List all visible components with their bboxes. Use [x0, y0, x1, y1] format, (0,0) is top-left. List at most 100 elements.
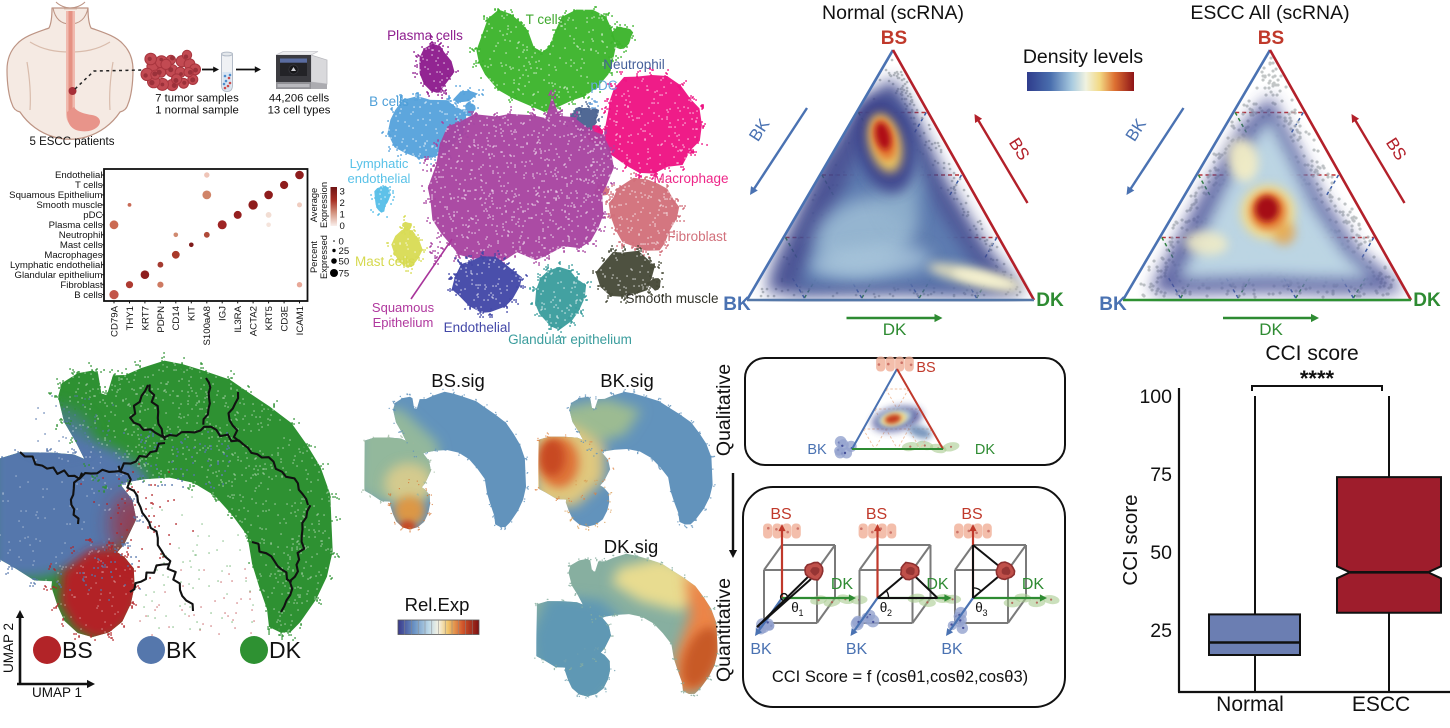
svg-text:DK: DK — [1022, 576, 1045, 593]
svg-text:θ: θ — [791, 600, 799, 615]
svg-text:DK: DK — [926, 576, 949, 593]
svg-text:Expression: Expression — [319, 182, 329, 228]
svg-text:Normal (scRNA): Normal (scRNA) — [822, 2, 964, 24]
svg-text:BK: BK — [1099, 294, 1127, 315]
svg-text:DK: DK — [1036, 290, 1064, 311]
svg-text:pDC: pDC — [590, 78, 617, 93]
svg-text:θ: θ — [975, 600, 983, 615]
svg-text:CD3E: CD3E — [280, 306, 291, 332]
svg-text:Endothelial: Endothelial — [55, 170, 102, 181]
svg-text:****: **** — [1300, 366, 1335, 391]
svg-text:DK: DK — [831, 576, 854, 593]
svg-text:Neutrophil: Neutrophil — [59, 230, 103, 241]
svg-text:Epithelium: Epithelium — [373, 315, 434, 330]
svg-text:BS: BS — [916, 360, 935, 376]
svg-text:endothelial: endothelial — [348, 171, 411, 186]
svg-text:CD14: CD14 — [171, 305, 182, 330]
svg-text:Squamous: Squamous — [372, 300, 435, 315]
svg-text:Quantitative: Quantitative — [713, 578, 735, 682]
svg-text:BS.sig: BS.sig — [431, 370, 484, 391]
svg-text:θ: θ — [880, 600, 888, 615]
svg-text:Rel.Exp: Rel.Exp — [405, 594, 470, 615]
svg-text:BK: BK — [750, 641, 772, 658]
svg-text:Expressed: Expressed — [319, 235, 329, 279]
svg-text:BS: BS — [62, 637, 93, 663]
svg-text:5 ESCC patients: 5 ESCC patients — [29, 136, 114, 148]
svg-text:1: 1 — [798, 608, 803, 618]
svg-text:Fibroblast: Fibroblast — [60, 280, 102, 291]
svg-text:Lymphatic: Lymphatic — [350, 156, 409, 171]
svg-text:DK: DK — [1259, 320, 1283, 339]
svg-text:BS: BS — [881, 28, 907, 49]
svg-text:0: 0 — [339, 236, 344, 247]
svg-text:Endothelial: Endothelial — [444, 320, 511, 335]
svg-text:Plasma cells: Plasma cells — [387, 28, 463, 43]
svg-text:BS: BS — [770, 506, 791, 523]
svg-text:BK: BK — [723, 294, 751, 315]
svg-text:DK: DK — [883, 320, 907, 339]
svg-text:Average: Average — [309, 188, 319, 222]
svg-text:Glandular epithelium: Glandular epithelium — [508, 332, 632, 347]
svg-text:Lymphatic endothelial: Lymphatic endothelial — [10, 260, 102, 271]
svg-text:BS: BS — [961, 506, 982, 523]
svg-text:Mast cells: Mast cells — [355, 254, 415, 269]
svg-text:KIT: KIT — [187, 306, 198, 321]
svg-text:Squamous Epithelium: Squamous Epithelium — [9, 190, 102, 201]
svg-text:Qualitative: Qualitative — [713, 364, 735, 456]
svg-text:2: 2 — [340, 198, 345, 209]
svg-text:KRT5: KRT5 — [264, 306, 275, 330]
svg-text:75: 75 — [1150, 464, 1172, 486]
svg-text:pDC: pDC — [83, 210, 102, 221]
svg-text:T cells: T cells — [75, 180, 103, 191]
svg-text:KRT7: KRT7 — [140, 306, 151, 330]
svg-text:DK: DK — [975, 442, 995, 458]
svg-text:T cells: T cells — [526, 12, 565, 27]
svg-text:CCI score: CCI score — [1265, 342, 1358, 365]
svg-text:25: 25 — [339, 246, 350, 257]
svg-text:25: 25 — [1150, 620, 1172, 642]
svg-text:ESCC: ESCC — [1352, 693, 1410, 716]
svg-text:7 tumor samples: 7 tumor samples — [155, 93, 239, 105]
svg-text:BK: BK — [166, 637, 197, 663]
svg-text:50: 50 — [339, 256, 350, 267]
svg-text:Plasma cells: Plasma cells — [49, 220, 103, 231]
svg-text:2: 2 — [887, 608, 892, 618]
svg-text:ESCC All (scRNA): ESCC All (scRNA) — [1190, 2, 1349, 24]
svg-text:Fibroblast: Fibroblast — [667, 229, 727, 244]
svg-text:100: 100 — [1139, 386, 1172, 408]
svg-text:CCI score: CCI score — [1119, 494, 1142, 585]
svg-text:IL3RA: IL3RA — [233, 305, 244, 332]
svg-text:DK.sig: DK.sig — [604, 536, 659, 557]
svg-text:1: 1 — [340, 210, 345, 221]
svg-text:PDPN: PDPN — [156, 306, 167, 333]
svg-text:13 cell types: 13 cell types — [268, 105, 331, 117]
svg-text:DK: DK — [269, 637, 302, 663]
svg-text:IGJ: IGJ — [218, 306, 229, 321]
svg-text:Smooth muscle: Smooth muscle — [36, 200, 102, 211]
svg-text:ACTA2: ACTA2 — [249, 306, 260, 336]
svg-text:3: 3 — [982, 608, 987, 618]
svg-text:Smooth muscle: Smooth muscle — [625, 291, 718, 306]
svg-text:Neutrophil: Neutrophil — [603, 57, 665, 72]
svg-text:UMAP 2: UMAP 2 — [1, 623, 16, 673]
svg-text:3: 3 — [340, 187, 345, 198]
svg-text:BK: BK — [807, 442, 827, 458]
svg-text:Normal: Normal — [1216, 693, 1284, 716]
svg-text:50: 50 — [1150, 542, 1172, 564]
svg-text:BK: BK — [941, 641, 963, 658]
svg-text:CD79A: CD79A — [109, 305, 120, 337]
svg-text:75: 75 — [339, 268, 350, 279]
svg-text:ICAM1: ICAM1 — [295, 306, 306, 335]
svg-text:Mast cells: Mast cells — [60, 240, 103, 251]
svg-text:B cells: B cells — [369, 94, 409, 109]
svg-text:Percent: Percent — [309, 241, 319, 273]
svg-text:Macrophages: Macrophages — [44, 250, 102, 261]
svg-text:S100aA8: S100aA8 — [202, 306, 213, 345]
svg-text:CCI Score = f (cosθ1,cosθ2,cos: CCI Score = f (cosθ1,cosθ2,cosθ3) — [772, 668, 1028, 686]
svg-text:1 normal sample: 1 normal sample — [155, 105, 239, 117]
svg-text:Macrophage: Macrophage — [653, 171, 728, 186]
svg-text:THY1: THY1 — [125, 306, 136, 331]
svg-text:BK.sig: BK.sig — [600, 370, 653, 391]
svg-text:BS: BS — [1258, 28, 1284, 49]
svg-text:UMAP 1: UMAP 1 — [32, 685, 82, 700]
